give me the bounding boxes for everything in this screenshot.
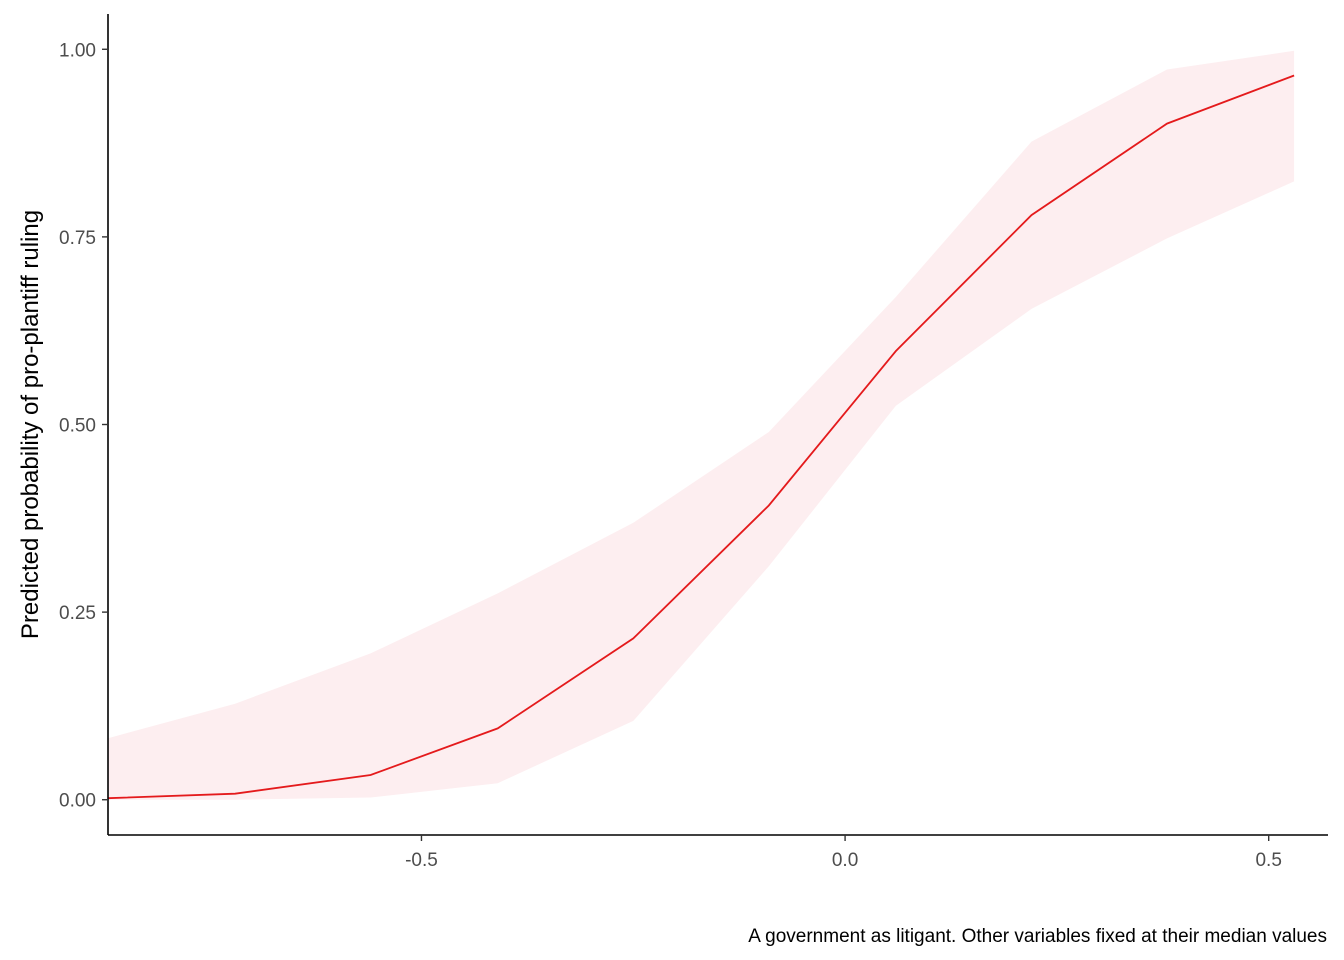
- y-tick-label: 0.50: [59, 416, 96, 437]
- y-axis-title: Predicted probability of pro-plantiff ru…: [17, 210, 44, 639]
- y-tick-label: 0.00: [59, 791, 96, 812]
- series-line-layer: [107, 74, 1295, 800]
- y-tick-label: 0.75: [59, 228, 96, 249]
- y-tick-label: 1.00: [59, 40, 96, 61]
- x-axis-ticks: -0.5 0.0 0.5: [405, 835, 1282, 871]
- series-line: [107, 74, 1295, 800]
- confidence-band: [108, 50, 1295, 800]
- x-tick-label: 0.5: [1255, 850, 1281, 871]
- y-tick-label: 0.25: [59, 603, 96, 624]
- confidence-band-layer: [108, 50, 1295, 800]
- x-tick-label: 0.0: [832, 850, 858, 871]
- x-tick-label: -0.5: [405, 850, 438, 871]
- y-axis-ticks: 0.00 0.25 0.50 0.75 1.00: [59, 40, 108, 812]
- chart-caption: A government as litigant. Other variable…: [748, 926, 1327, 947]
